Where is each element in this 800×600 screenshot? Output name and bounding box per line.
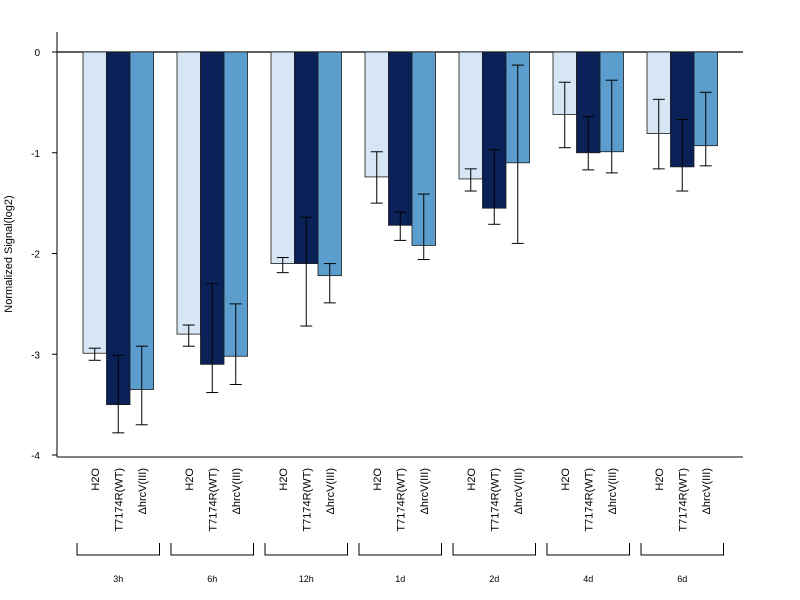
x-tick-label: ΔhrcV(III) <box>231 468 243 514</box>
y-tick-label: -3 <box>31 350 40 361</box>
x-tick-label: ΔhrcV(III) <box>137 468 149 514</box>
x-tick-label: T7174R(WT) <box>489 468 501 532</box>
x-tick-label: H2O <box>278 468 290 491</box>
bars <box>82 51 718 406</box>
bar <box>106 51 131 406</box>
y-tick-label: 0 <box>34 48 40 59</box>
group-label: 2d <box>489 574 499 584</box>
x-tick-label: ΔhrcV(III) <box>325 468 337 514</box>
x-tick-label: T7174R(WT) <box>113 468 125 532</box>
bar <box>270 51 295 264</box>
group-label: 3h <box>113 574 123 584</box>
bar <box>129 51 154 390</box>
x-tick-labels: H2O T7174R(WT) ΔhrcV(III) H2O T7174R(WT) Δhrc… <box>90 468 713 532</box>
x-tick-label: T7174R(WT) <box>207 468 219 532</box>
group-label: 6d <box>677 574 687 584</box>
x-tick-label: ΔhrcV(III) <box>701 468 713 514</box>
x-tick-label: ΔhrcV(III) <box>513 468 525 514</box>
x-tick-label: T7174R(WT) <box>395 468 407 532</box>
group-brackets: 3h 6h 12h 1d 2d 4d 6d <box>76 543 724 584</box>
group-bracket <box>546 543 630 556</box>
x-tick-label: H2O <box>90 468 102 491</box>
bar <box>388 51 413 226</box>
x-tick-label: H2O <box>466 468 478 491</box>
group-bracket <box>640 543 724 556</box>
x-tick-label: T7174R(WT) <box>677 468 689 532</box>
group-label: 1d <box>395 574 405 584</box>
y-tick-label: -2 <box>31 250 40 261</box>
x-tick-label: H2O <box>654 468 666 491</box>
x-tick-label: ΔhrcV(III) <box>419 468 431 514</box>
x-tick-label: ΔhrcV(III) <box>607 468 619 514</box>
group-bracket <box>358 543 442 556</box>
x-tick-label: H2O <box>560 468 572 491</box>
group-label: 6h <box>207 574 217 584</box>
y-tick-label: -4 <box>31 451 40 462</box>
group-label: 4d <box>583 574 593 584</box>
y-tick-label: -1 <box>31 149 40 160</box>
x-tick-label: T7174R(WT) <box>301 468 313 532</box>
x-tick-label: T7174R(WT) <box>583 468 595 532</box>
x-tick-label: H2O <box>184 468 196 491</box>
y-axis-label: Normalized Signal(log2) <box>3 195 15 312</box>
bar <box>82 51 107 354</box>
group-bracket <box>170 543 254 556</box>
group-bracket <box>76 543 160 556</box>
bar <box>317 51 342 277</box>
group-bracket <box>452 543 536 556</box>
error-bars <box>88 64 712 434</box>
group-label: 12h <box>299 574 314 584</box>
group-bracket <box>264 543 348 556</box>
x-tick-label: H2O <box>372 468 384 491</box>
bar <box>176 51 201 335</box>
bar <box>458 51 483 180</box>
